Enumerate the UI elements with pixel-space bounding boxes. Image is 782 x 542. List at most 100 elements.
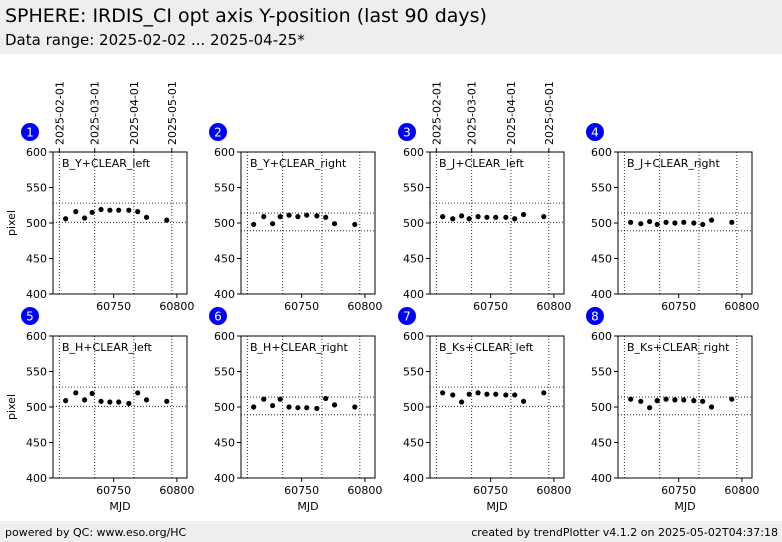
y-tick-label: 550 [403,182,424,195]
data-point [484,391,490,397]
y-tick-label: 600 [26,146,47,159]
data-point [352,404,358,410]
x-tick-label: 60800 [724,484,759,497]
panel-badge-number: 4 [591,126,599,140]
data-point [286,404,292,410]
x-tick-label: 60800 [724,300,759,313]
panel-badge-number: 5 [26,310,34,324]
x-tick-label: 60800 [347,300,382,313]
data-point [251,404,257,410]
data-point [89,390,95,397]
panel-badge-number: 7 [403,310,411,324]
page-subtitle: Data range: 2025-02-02 ... 2025-04-25* [5,31,305,49]
data-point [82,215,88,221]
y-tick-label: 400 [214,472,235,485]
data-point [286,212,292,218]
panel-badge-number: 6 [214,310,222,324]
x-tick-label: 60800 [536,484,571,497]
data-point [277,396,283,402]
y-axis-label: pixel [5,394,18,420]
y-tick-label: 550 [214,366,235,379]
data-point [143,397,150,403]
y-tick-label: 450 [26,437,47,450]
y-tick-label: 550 [591,182,612,195]
data-point [484,214,490,220]
date-tick-label: 2025-02-01 [430,81,443,145]
y-tick-label: 400 [591,472,612,485]
x-tick-label: 60750 [473,300,508,313]
x-tick-label: 60750 [661,484,696,497]
data-point [440,390,446,396]
y-tick-label: 500 [26,401,47,414]
data-point [323,214,329,220]
date-tick-label: 2025-02-01 [53,81,66,145]
panel-badge-number: 8 [591,310,599,324]
data-point [628,219,634,225]
y-tick-label: 600 [403,330,424,343]
data-point [295,405,301,411]
y-tick-label: 550 [26,366,47,379]
x-tick-label: 60800 [159,484,194,497]
x-tick-label: 60800 [536,300,571,313]
data-point [116,207,122,213]
data-point [459,213,465,219]
date-tick-label: 2025-03-01 [89,81,102,145]
data-point [628,396,634,402]
footer-bar: powered by QC: www.eso.org/HC created by… [0,521,782,542]
data-point [459,399,465,405]
data-point [73,390,79,396]
data-point [63,216,69,222]
panel-badge-number: 1 [26,126,34,140]
y-tick-label: 450 [591,253,612,266]
data-point [672,220,678,226]
data-point [541,390,547,396]
panel-badge [398,307,416,325]
data-point [261,214,267,220]
data-point [440,214,446,220]
data-point [73,209,79,215]
data-point [135,209,141,215]
y-tick-label: 550 [214,182,235,195]
plot-inset-label: B_J+CLEAR_left [439,157,524,170]
data-point [475,390,481,396]
data-point [647,405,653,411]
panel-badge [586,307,604,325]
data-point [638,398,644,404]
x-axis-label: MJD [297,500,318,513]
panel-badge [209,123,227,141]
data-point [541,214,547,220]
data-point [450,392,456,398]
y-tick-label: 400 [214,288,235,301]
data-point [135,390,141,396]
y-tick-label: 550 [591,366,612,379]
y-tick-label: 600 [591,330,612,343]
plot-frame [429,151,565,295]
data-point [270,221,276,227]
data-point [654,221,660,228]
plot-inset-label: B_H+CLEAR_right [250,341,348,354]
y-tick-label: 550 [26,182,47,195]
x-axis-label: MJD [486,500,507,513]
date-tick-label: 2025-04-01 [128,81,141,145]
y-tick-label: 400 [26,288,47,301]
data-point [116,399,122,405]
y-tick-label: 500 [403,217,424,230]
data-point [681,397,687,403]
data-point [503,392,509,398]
data-point [681,219,687,225]
plot-inset-label: B_Ks+CLEAR_right [627,341,730,354]
data-point [331,402,338,408]
data-point [512,216,518,222]
data-point [654,398,660,404]
panel-badge-number: 2 [214,126,222,140]
plot-inset-label: B_Ks+CLEAR_left [439,341,534,354]
data-point [672,397,678,403]
plot-frame [617,335,753,479]
data-point [503,214,509,220]
y-tick-label: 600 [214,146,235,159]
data-point [520,211,527,218]
data-point [475,214,481,220]
x-axis-label: MJD [674,500,695,513]
data-point [708,217,715,223]
